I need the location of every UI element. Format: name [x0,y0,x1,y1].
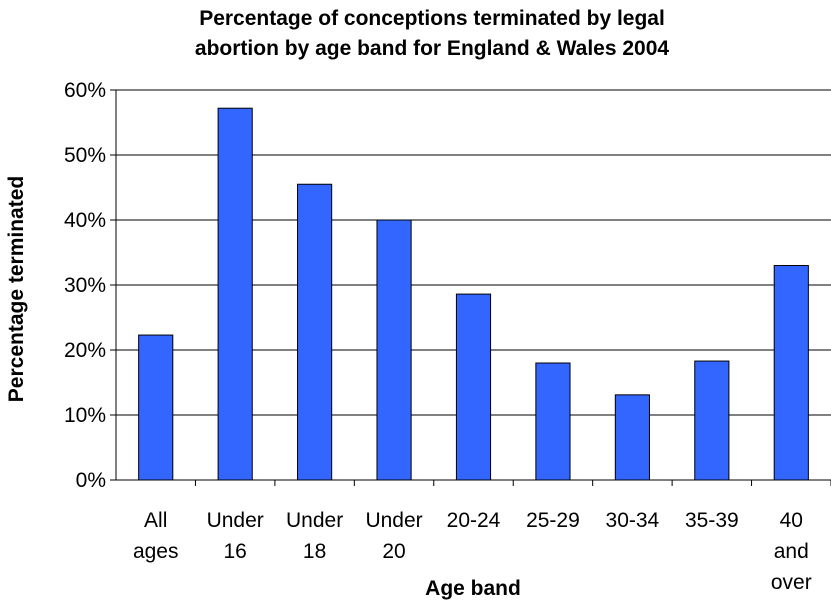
bar [297,183,333,481]
y-tick-label: 20% [64,339,106,362]
y-tick-label: 0% [76,469,106,492]
bar [217,107,253,481]
x-tick-label: 35-39 [685,509,739,532]
y-tick-label: 50% [64,144,106,167]
chart-title-line-1: Percentage of conceptions terminated by … [199,7,665,30]
x-tick-label: All ages [133,509,179,563]
bar [773,265,809,481]
y-tick-label: 10% [64,404,106,427]
bar [535,362,571,481]
x-tick-label: Under 16 [207,509,264,563]
bar [138,334,174,481]
bar [694,360,730,481]
y-axis-title: Percentage terminated [5,176,28,402]
x-tick-label: Under 18 [286,509,343,563]
plot-area: 0% 10% 20% 30% 40% 50% 60% All ages Under 16 Under 1… [64,79,831,594]
x-tick-label: 30-34 [606,509,660,532]
chart-title-line-2: abortion by age band for England & Wales… [195,37,669,60]
x-tick-label: 20-24 [447,509,501,532]
bar [614,394,650,481]
y-tick-label: 30% [64,274,106,297]
x-tick-label: Under 20 [365,509,422,563]
bar [455,293,492,481]
x-axis-title: Age band [425,577,521,600]
bar [376,219,412,481]
x-tick-label: 40 and over [771,509,812,594]
y-tick-label: 60% [64,79,106,102]
y-tick-label: 40% [64,209,106,232]
x-tick-label: 25-29 [526,509,580,532]
